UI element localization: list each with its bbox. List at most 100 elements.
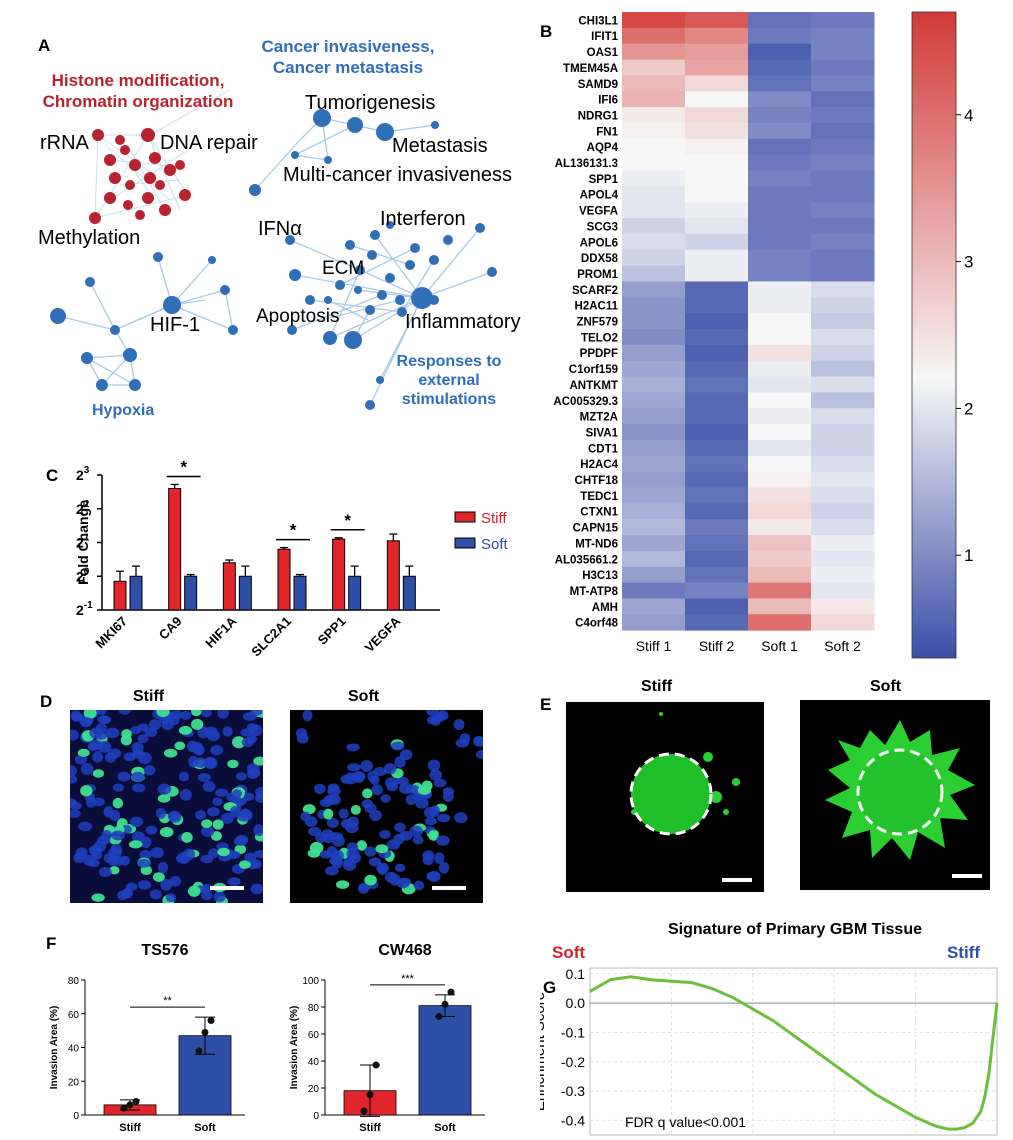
heatmap-row-label: IFI6 bbox=[598, 95, 618, 107]
cell-nucleus bbox=[131, 771, 145, 783]
heatmap-cell bbox=[622, 186, 686, 203]
heatmap-cell bbox=[622, 218, 686, 235]
heatmap-cell bbox=[748, 138, 812, 156]
left-label: Soft bbox=[552, 943, 585, 962]
cell-nucleus bbox=[360, 760, 374, 772]
bar-soft bbox=[184, 575, 198, 611]
network-graph bbox=[50, 89, 497, 410]
heatmap-row-label: OAS1 bbox=[587, 47, 619, 59]
cell-nucleus bbox=[412, 835, 424, 845]
heatmap-cell bbox=[748, 376, 812, 393]
scale-bar bbox=[210, 886, 244, 890]
cell-nucleus bbox=[390, 741, 405, 751]
cell-nucleus bbox=[179, 789, 192, 801]
cell-nucleus bbox=[70, 775, 78, 784]
cell-nucleus bbox=[386, 839, 401, 850]
heatmap-row-label: SCG3 bbox=[587, 221, 618, 233]
cell-nucleus bbox=[140, 865, 153, 876]
heatmap-cell bbox=[622, 43, 686, 61]
heatmap-cell bbox=[748, 329, 812, 346]
cell-nucleus bbox=[137, 880, 152, 890]
cell-nucleus bbox=[364, 846, 377, 857]
cell-nucleus bbox=[335, 880, 350, 889]
bar-soft bbox=[418, 1005, 472, 1116]
fdr-annotation: FDR q value<0.001 bbox=[625, 1114, 746, 1130]
heatmap-cell bbox=[748, 439, 812, 457]
heatmap-cell bbox=[748, 503, 812, 520]
data-point bbox=[120, 1104, 128, 1112]
heatmap-cell bbox=[748, 487, 812, 504]
cell-nucleus bbox=[250, 710, 263, 716]
cell-nucleus bbox=[117, 890, 128, 901]
heatmap-cell bbox=[685, 535, 749, 552]
cell-nucleus bbox=[150, 847, 164, 859]
heatmap-cell bbox=[685, 43, 749, 61]
y-tick-label: 0 bbox=[73, 1111, 79, 1122]
heatmap-cell bbox=[748, 471, 812, 488]
cell-nucleus bbox=[329, 794, 341, 806]
cell-nucleus bbox=[70, 729, 79, 741]
cell-nucleus bbox=[250, 859, 262, 869]
heatmap-cell bbox=[811, 12, 875, 29]
cell-nucleus bbox=[442, 787, 455, 796]
cell-nucleus bbox=[159, 827, 174, 838]
heatmap-column-label: Soft 2 bbox=[824, 638, 861, 654]
cell-nucleus bbox=[110, 843, 123, 856]
cell-nucleus bbox=[326, 818, 339, 828]
cell-nucleus bbox=[384, 871, 398, 883]
heatmap-cell bbox=[811, 614, 875, 631]
heatmap-cell bbox=[622, 27, 686, 45]
heatmap-column-label: Stiff 2 bbox=[699, 638, 735, 654]
cell-nucleus bbox=[350, 852, 362, 864]
heatmap-row-label: ZNF579 bbox=[576, 317, 618, 329]
heatmap-cell bbox=[811, 218, 875, 235]
cell-nucleus bbox=[324, 866, 339, 876]
y-tick-label: 20 bbox=[68, 1077, 80, 1088]
heatmap-cell bbox=[811, 91, 875, 108]
y-tick-label: -0.4 bbox=[561, 1112, 585, 1128]
heatmap-cell bbox=[748, 614, 812, 631]
cell-nucleus bbox=[232, 736, 246, 749]
heatmap-cell bbox=[748, 519, 812, 536]
cell-nucleus bbox=[380, 794, 391, 803]
cell-nucleus bbox=[475, 749, 483, 759]
y-tick-label: 80 bbox=[308, 1003, 320, 1014]
cell-nucleus bbox=[453, 718, 465, 731]
spheroid-soft-drawing bbox=[825, 720, 975, 860]
heatmap-cell bbox=[811, 186, 875, 203]
heatmap-cell bbox=[748, 75, 812, 92]
cell-nucleus bbox=[398, 782, 413, 795]
heatmap-cell bbox=[685, 582, 749, 599]
cell-nucleus bbox=[91, 850, 103, 860]
significance-marker: ** bbox=[163, 995, 172, 1007]
cell-nucleus bbox=[413, 880, 425, 891]
spheroid-stiff-drawing bbox=[629, 712, 740, 836]
heatmap-cell bbox=[622, 344, 686, 362]
heatmap-cell bbox=[748, 233, 812, 251]
heatmap-cell bbox=[685, 122, 749, 140]
heatmap-row-label: ANTKMT bbox=[569, 380, 618, 392]
heatmap-cell bbox=[685, 566, 749, 584]
x-tick-label: MKI67 bbox=[92, 614, 130, 652]
heatmap-row-label: CTXN1 bbox=[580, 507, 618, 519]
heatmap-cell bbox=[811, 424, 875, 441]
cell-nucleus bbox=[117, 771, 131, 782]
heatmap-cell bbox=[748, 170, 812, 187]
heatmap-cell bbox=[685, 455, 749, 473]
heatmap-cell bbox=[685, 218, 749, 235]
cell-nucleus bbox=[195, 810, 207, 820]
cell-nucleus bbox=[182, 848, 196, 861]
heatmap-row-label: IFIT1 bbox=[591, 31, 618, 43]
heatmap-cell bbox=[622, 455, 686, 473]
cell-nucleus bbox=[204, 726, 218, 736]
heatmap-cell bbox=[748, 43, 812, 61]
bar-soft bbox=[129, 575, 143, 611]
cell-nucleus bbox=[433, 778, 447, 788]
x-tick-label: CA9 bbox=[156, 614, 185, 643]
heatmap-row-label: SPP1 bbox=[589, 174, 619, 186]
cell-nucleus bbox=[137, 734, 149, 744]
heatmap-cell bbox=[685, 408, 749, 425]
cell-nucleus bbox=[215, 788, 229, 797]
bar-soft bbox=[238, 575, 252, 611]
